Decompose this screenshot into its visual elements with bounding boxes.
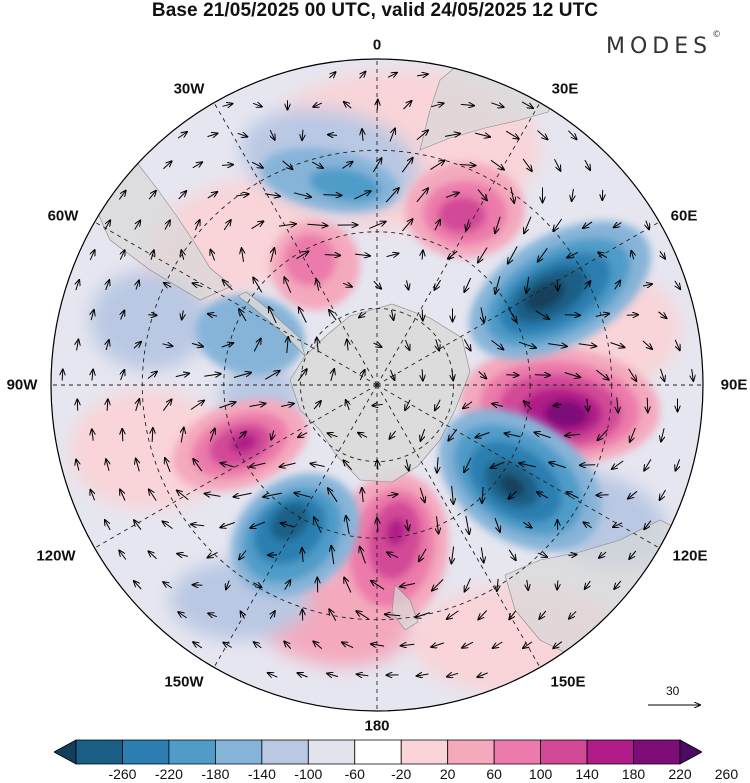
colorbar-extend-high — [679, 739, 702, 765]
lon-label-60e: 60E — [670, 207, 698, 225]
colorbar-tick-label: -260 — [108, 766, 137, 782]
colorbar-tick-label: 140 — [575, 766, 599, 782]
colorbar-tick-label: -60 — [344, 766, 365, 782]
colorbar-tick-label: 220 — [668, 766, 692, 782]
lon-label-180: 180 — [364, 717, 390, 735]
lon-label-30w: 30W — [173, 80, 205, 98]
lon-label-120e: 120E — [672, 547, 708, 565]
graticule — [51, 59, 703, 711]
colorbar-tick-label: 100 — [528, 766, 553, 782]
antarctic-peninsula-land — [237, 291, 306, 357]
colorbar-segment — [214, 739, 263, 765]
wind-vectors — [62, 72, 693, 678]
lon-label-150w: 150W — [164, 673, 204, 691]
colorbar-tick-label: -20 — [391, 766, 412, 782]
lon-label-0: 0 — [372, 36, 382, 54]
colorbar-segment — [400, 739, 449, 765]
brand-name: MODES — [606, 34, 713, 59]
colorbar-segment — [261, 739, 309, 765]
lon-label-90w: 90W — [6, 376, 38, 394]
colorbar-tick-label: 180 — [621, 766, 646, 782]
colorbar — [54, 739, 702, 765]
reference-vector-label: 30 — [666, 684, 680, 698]
map-title: Base 21/05/2025 00 UTC, valid 24/05/2025… — [151, 0, 599, 21]
colorbar-tick-label: 20 — [439, 766, 456, 782]
colorbar-segment — [493, 739, 542, 765]
colorbar-tick-label: -220 — [154, 766, 183, 782]
colorbar-extend-low — [54, 739, 77, 765]
polar-stereographic-map — [50, 58, 704, 712]
lon-label-150e: 150E — [550, 673, 586, 691]
colorbar-tick-label: 60 — [486, 766, 502, 782]
brand-mark: © — [712, 30, 722, 40]
colorbar-segment — [633, 739, 681, 765]
colorbar-segment — [540, 739, 588, 765]
map-boundary — [50, 58, 704, 712]
modes-logo: MODES© — [606, 30, 721, 59]
colorbar-tick-label: -140 — [247, 766, 276, 782]
colorbar-segment — [75, 739, 123, 765]
colorbar-segment — [586, 739, 634, 765]
map-disk — [51, 59, 703, 711]
colorbar-tick-label: -100 — [294, 766, 323, 782]
colorbar-segment — [307, 739, 356, 765]
colorbar-tick-label: -180 — [201, 766, 230, 782]
lon-label-120w: 120W — [36, 547, 76, 565]
colorbar-segment — [122, 739, 170, 765]
lon-label-90e: 90E — [720, 376, 748, 394]
colorbar-tick-label: 260 — [714, 766, 739, 782]
lon-label-30e: 30E — [551, 80, 579, 98]
colorbar-segment — [447, 739, 495, 765]
lon-label-60w: 60W — [47, 207, 79, 225]
colorbar-segment — [168, 739, 216, 765]
colorbar-segment — [354, 739, 402, 765]
